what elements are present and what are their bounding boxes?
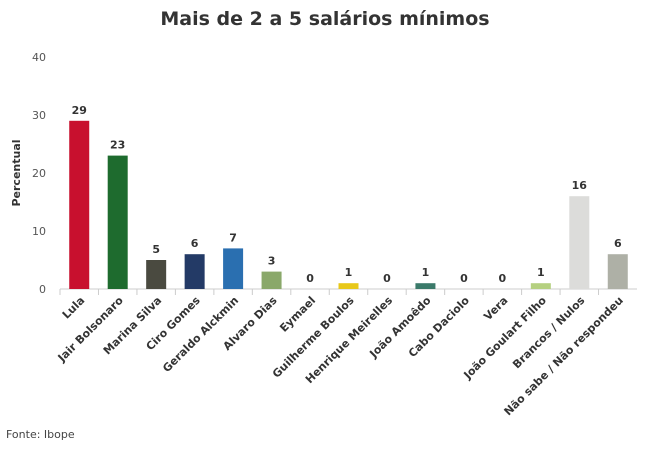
y-tick-label: 0 — [39, 283, 46, 296]
data-label: 0 — [306, 272, 314, 285]
data-label: 0 — [460, 272, 468, 285]
data-label: 3 — [268, 255, 276, 268]
bar — [146, 260, 167, 289]
data-label: 16 — [572, 179, 588, 192]
bar — [607, 254, 628, 289]
data-label: 6 — [191, 237, 199, 250]
bar — [569, 196, 590, 289]
y-tick-label: 10 — [32, 225, 46, 238]
bar — [261, 271, 282, 289]
data-label: 1 — [537, 266, 545, 279]
data-label: 1 — [345, 266, 353, 279]
data-label: 5 — [152, 243, 160, 256]
data-label: 6 — [614, 237, 622, 250]
x-tick-label: Brancos / Nulos — [510, 294, 588, 372]
data-label: 1 — [422, 266, 430, 279]
bar — [338, 283, 359, 289]
data-label: 0 — [499, 272, 507, 285]
source-note: Fonte: Ibope — [6, 428, 75, 441]
bar — [530, 283, 551, 289]
bar — [223, 248, 244, 289]
data-label: 7 — [229, 231, 237, 244]
data-label: 29 — [72, 104, 87, 117]
chart-title: Mais de 2 a 5 salários mínimos — [160, 8, 490, 30]
x-tick-label: Jair Bolsonaro — [55, 294, 126, 365]
data-label: 0 — [383, 272, 391, 285]
bar — [107, 155, 128, 289]
y-tick-label: 20 — [32, 167, 46, 180]
x-tick-label: Lula — [60, 294, 88, 322]
y-tick-label: 40 — [32, 51, 46, 64]
x-tick-label: Vera — [481, 294, 510, 323]
bar — [415, 283, 436, 289]
y-axis-label: Percentual — [10, 139, 23, 206]
bar — [69, 120, 90, 289]
bar — [184, 254, 205, 289]
data-label: 23 — [110, 139, 125, 152]
y-tick-label: 30 — [32, 109, 46, 122]
